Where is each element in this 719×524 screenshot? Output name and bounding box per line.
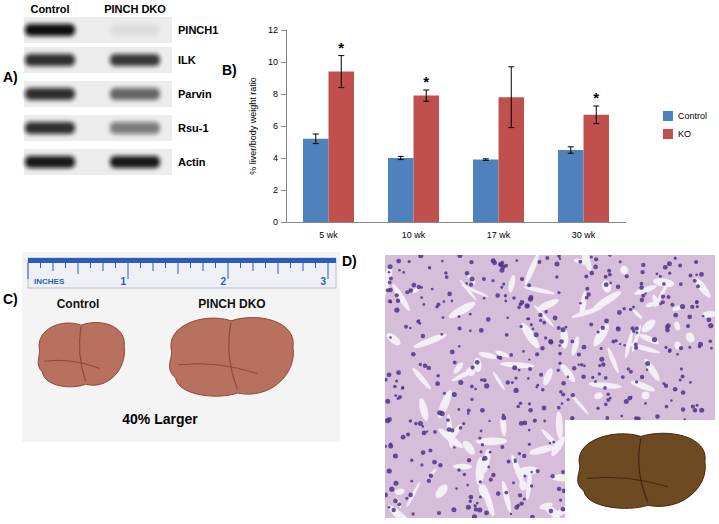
svg-text:*: *: [338, 39, 344, 56]
svg-text:40% Larger: 40% Larger: [122, 411, 198, 427]
svg-text:1: 1: [120, 276, 126, 287]
svg-text:Parvin: Parvin: [178, 88, 212, 100]
svg-text:0: 0: [273, 217, 278, 227]
svg-text:Actin: Actin: [178, 156, 206, 168]
svg-text:8: 8: [273, 89, 278, 99]
svg-text:ILK: ILK: [178, 54, 196, 66]
svg-text:2: 2: [220, 276, 226, 287]
svg-text:12: 12: [268, 25, 278, 35]
svg-text:2: 2: [273, 185, 278, 195]
svg-text:5 wk: 5 wk: [319, 230, 338, 240]
svg-text:KO: KO: [678, 129, 691, 139]
svg-text:Rsu-1: Rsu-1: [178, 122, 209, 134]
svg-text:A): A): [3, 69, 18, 85]
svg-text:3: 3: [320, 276, 326, 287]
svg-text:Control: Control: [30, 3, 69, 15]
svg-text:% liver/body weight ratio: % liver/body weight ratio: [248, 77, 258, 175]
svg-text:INCHES: INCHES: [34, 277, 65, 286]
svg-text:6: 6: [273, 121, 278, 131]
svg-text:10 wk: 10 wk: [402, 230, 426, 240]
svg-text:30 wk: 30 wk: [572, 230, 596, 240]
svg-text:Control: Control: [678, 111, 707, 121]
svg-text:4: 4: [273, 153, 278, 163]
svg-text:*: *: [423, 73, 429, 90]
svg-text:PINCH DKO: PINCH DKO: [104, 3, 166, 15]
svg-text:D): D): [342, 253, 357, 269]
svg-text:PINCH DKO: PINCH DKO: [198, 297, 265, 311]
html-text:B): B): [222, 62, 237, 78]
svg-text:17 wk: 17 wk: [487, 230, 511, 240]
svg-text:C): C): [3, 291, 18, 307]
svg-text:PINCH1: PINCH1: [178, 24, 218, 36]
svg-text:Control: Control: [57, 297, 100, 311]
svg-text:*: *: [593, 89, 599, 106]
svg-text:10: 10: [268, 57, 278, 67]
